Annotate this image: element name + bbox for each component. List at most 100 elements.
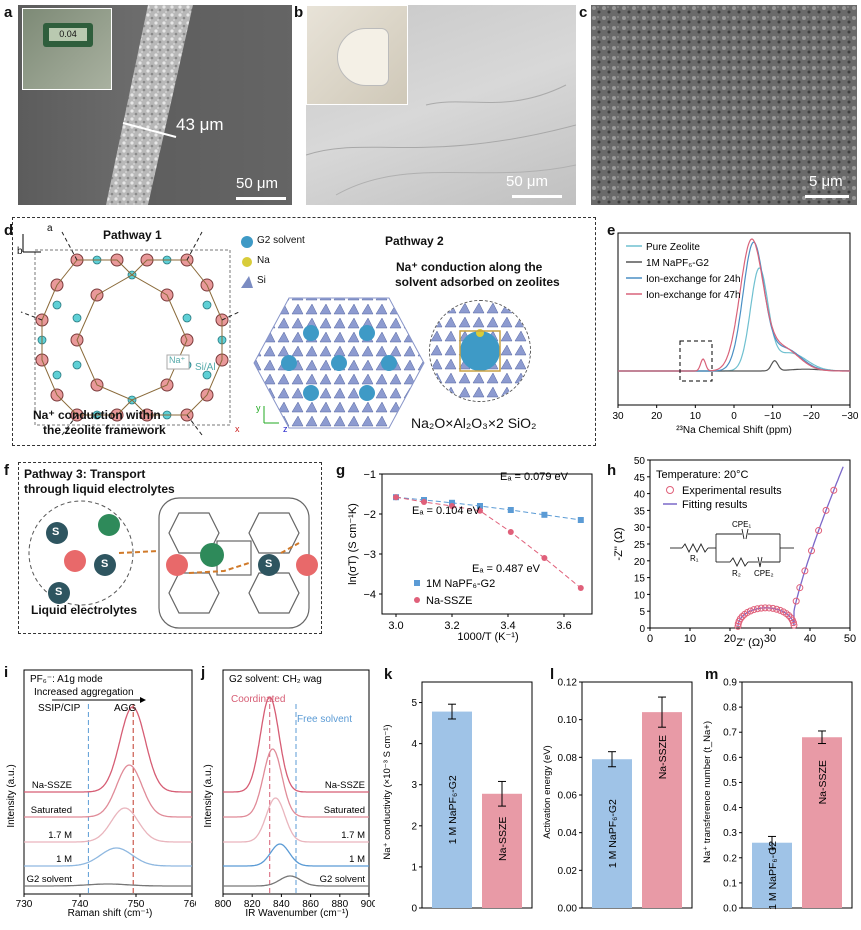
legend-na: Na bbox=[257, 255, 270, 266]
nmr-x-label: ²³Na Chemical Shift (ppm) bbox=[676, 425, 792, 436]
nyquist-axes: 0 10 20 30 40 50 0 5 10 15 20 25 30 35 40 45 50 bbox=[634, 456, 856, 645]
nmr-x-tick-label: 0 bbox=[731, 411, 737, 422]
caliper-reading: 0.04 bbox=[49, 28, 87, 41]
j-x-tick-label: 820 bbox=[244, 899, 261, 910]
nyquist-y-tick-label: 40 bbox=[634, 490, 646, 501]
arrhenius-point-ssze bbox=[507, 529, 514, 535]
l-y-label: Activation energy (eV) bbox=[542, 745, 553, 838]
panel-h-label: h bbox=[607, 462, 617, 479]
nmr-zoom-box bbox=[679, 340, 713, 382]
arrhenius-point-ssze bbox=[449, 503, 455, 509]
panel-b-sem-image: 50 μm bbox=[306, 5, 576, 205]
zeolite-formula: Na₂O×Al₂O₃×2 SiO₂ bbox=[411, 415, 537, 431]
nyquist-y-tick-label: 15 bbox=[634, 574, 646, 585]
panel-c-scale-text: 5 μm bbox=[809, 173, 843, 190]
i-curve-label: 1.7 M bbox=[48, 830, 72, 841]
circuit-r1: R₁ bbox=[690, 554, 699, 563]
axis-b-label: b bbox=[17, 246, 23, 257]
l-y-tick-label: 0.00 bbox=[558, 904, 578, 915]
nyquist-x-tick-label: 50 bbox=[844, 633, 856, 645]
raman-title: PF₆⁻: A1g mode bbox=[30, 674, 103, 685]
nmr-legend: Pure Zeolite 1M NaPF₆-G2 Ion-exchange fo… bbox=[626, 242, 741, 301]
legend-g2-solvent: G2 solvent bbox=[257, 235, 305, 246]
nmr-x-tick-label: −20 bbox=[803, 411, 820, 422]
panel-b-scale-text: 50 μm bbox=[506, 173, 548, 190]
nyquist-y-tick-label: 35 bbox=[634, 506, 646, 517]
arrhenius-y-tick-label: −4 bbox=[363, 589, 376, 601]
axis3d-z: z bbox=[283, 424, 288, 434]
j-curve-label: 1.7 M bbox=[341, 830, 365, 841]
arrhenius-point-napf6 bbox=[577, 517, 584, 523]
i-curve-label: Saturated bbox=[31, 805, 72, 816]
m-y-tick-label: 0.1 bbox=[723, 878, 737, 889]
panel-i-label: i bbox=[4, 664, 9, 681]
raman-plot-frame bbox=[23, 669, 193, 895]
nyquist-y-tick-label: 50 bbox=[634, 456, 646, 467]
pathway1-caption-line1: Na⁺ conduction within bbox=[33, 408, 161, 422]
nmr-curve bbox=[618, 238, 850, 372]
l-y-tick-label: 0.08 bbox=[558, 753, 578, 764]
arrhenius-series bbox=[393, 494, 584, 591]
arrhenius-y-tick-label: −1 bbox=[363, 470, 376, 481]
panel-k-label: k bbox=[384, 666, 393, 683]
panel-k-bar-chart: Na⁺ conductivity (×10⁻³ S cm⁻¹) 0 1 2 3 4 5 1 … bbox=[382, 681, 533, 915]
circuit-cpe1: CPE₁ bbox=[732, 520, 751, 529]
i-curve-label: Na-SSZE bbox=[32, 780, 72, 791]
porous-texture bbox=[591, 5, 857, 205]
liquid-electrolytes-caption: Liquid electrolytes bbox=[31, 603, 138, 617]
ir-free-label: Free solvent bbox=[297, 714, 352, 725]
nyquist-point bbox=[738, 613, 746, 621]
nmr-curves bbox=[618, 238, 851, 372]
nyquist-legend-exp-marker bbox=[666, 486, 674, 494]
m-category-label: 1 M NaPF₆-G2 bbox=[767, 841, 779, 910]
caliper-photo-inset: 0.04 bbox=[22, 8, 112, 90]
panel-c-label: c bbox=[579, 4, 588, 21]
nmr-x-tick-label: 20 bbox=[651, 411, 663, 422]
caliper-display: 0.04 bbox=[43, 23, 93, 47]
nyquist-point bbox=[830, 486, 838, 494]
nyquist-y-label: -Z'' (Ω) bbox=[613, 527, 625, 560]
m-bar bbox=[752, 842, 792, 908]
zoomed-pore-diagram bbox=[429, 300, 531, 402]
panel-f-label: f bbox=[4, 462, 9, 479]
equivalent-circuit bbox=[670, 528, 794, 568]
raman-arrow-head bbox=[140, 697, 146, 703]
m-plot-frame bbox=[741, 681, 853, 909]
thickness-label: 43 μm bbox=[176, 115, 224, 134]
arrhenius-x-tick-label: 3.6 bbox=[556, 620, 571, 632]
raman-x-label: Raman shift (cm⁻¹) bbox=[68, 908, 153, 919]
i-curve-label: G2 solvent bbox=[27, 874, 73, 885]
axis3d-y: y bbox=[256, 403, 261, 413]
panel-g-arrhenius-chart: 3.0 3.2 3.4 3.6 −1 −2 −3 −4 Eₐ = 0.079 eV Eₐ = … bbox=[347, 470, 593, 643]
m-category-label: Na-SSZE bbox=[817, 760, 829, 804]
i-spectrum-curve bbox=[24, 764, 192, 818]
legend-marker-ssze bbox=[414, 597, 420, 603]
liquid-electrolyte-diagram bbox=[28, 497, 318, 629]
l-bar bbox=[642, 712, 682, 908]
nyquist-point bbox=[750, 606, 758, 614]
panel-m-bar-chart: Na⁺ transference number (t_Na+) 0.0 0.1 0.… bbox=[702, 678, 853, 915]
arrhenius-y-tick-label: −2 bbox=[363, 509, 376, 521]
nyquist-point bbox=[746, 607, 754, 615]
i-spectrum-curve bbox=[24, 883, 192, 887]
panel-i-raman-chart: 730 740 750 760 Na-SSZE Saturated 1.7 M 1 M G2 … bbox=[6, 669, 196, 919]
nyquist-point bbox=[790, 621, 798, 629]
l-y-tick-label: 0.12 bbox=[558, 678, 578, 689]
panel-a-sem-image: 0.04 43 μm 50 μm bbox=[18, 5, 292, 205]
m-y-tick-label: 0.7 bbox=[723, 728, 737, 739]
m-y-tick-label: 0.5 bbox=[723, 778, 737, 789]
arrhenius-legend-ssze: Na-SSZE bbox=[426, 595, 472, 607]
nyquist-point bbox=[734, 622, 742, 630]
j-curve-label: 1 M bbox=[349, 854, 365, 865]
sial-label: Si/Al bbox=[195, 362, 216, 373]
raman-y-label: Intensity (a.u.) bbox=[6, 764, 17, 827]
m-y-tick-label: 0.9 bbox=[723, 678, 737, 689]
k-y-label: Na⁺ conductivity (×10⁻³ S cm⁻¹) bbox=[382, 724, 393, 859]
nyquist-point bbox=[822, 506, 830, 514]
raman-aggregation: Increased aggregation bbox=[34, 687, 134, 698]
arrhenius-point-napf6 bbox=[541, 511, 548, 518]
nyquist-temperature: Temperature: 20°C bbox=[656, 469, 748, 481]
j-curve-label: Saturated bbox=[324, 805, 365, 816]
arrhenius-point-napf6 bbox=[507, 507, 514, 513]
nmr-legend-pure-zeolite: Pure Zeolite bbox=[646, 242, 700, 253]
